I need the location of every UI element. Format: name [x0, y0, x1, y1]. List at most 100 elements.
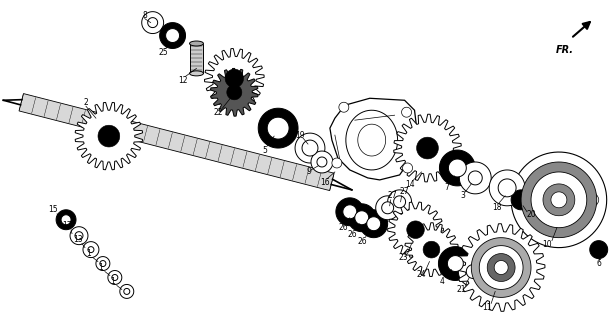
Text: 23: 23 [399, 253, 408, 262]
Polygon shape [440, 150, 475, 186]
Polygon shape [204, 49, 264, 108]
Polygon shape [394, 196, 405, 208]
Text: 8: 8 [142, 11, 147, 20]
Text: 25: 25 [159, 48, 169, 57]
Polygon shape [210, 68, 258, 116]
Text: 7: 7 [444, 183, 449, 192]
Polygon shape [458, 257, 488, 286]
Polygon shape [75, 232, 83, 240]
Text: 24: 24 [417, 270, 426, 279]
Polygon shape [56, 210, 76, 230]
Polygon shape [590, 241, 608, 259]
Polygon shape [405, 223, 458, 276]
Polygon shape [70, 227, 88, 244]
Polygon shape [120, 284, 133, 298]
Polygon shape [448, 159, 466, 177]
Text: 9: 9 [306, 167, 311, 176]
Polygon shape [336, 198, 363, 226]
Polygon shape [100, 260, 106, 267]
Text: 17: 17 [62, 221, 72, 230]
Polygon shape [96, 257, 110, 270]
Polygon shape [88, 247, 94, 252]
Polygon shape [521, 162, 597, 238]
Polygon shape [124, 288, 130, 294]
Polygon shape [466, 265, 480, 278]
Polygon shape [343, 205, 357, 219]
Text: 2: 2 [84, 98, 89, 107]
Text: 22: 22 [213, 108, 223, 117]
Text: 3: 3 [461, 191, 466, 200]
Text: 11: 11 [482, 303, 492, 312]
Polygon shape [498, 179, 516, 197]
Polygon shape [511, 190, 531, 210]
Polygon shape [531, 172, 587, 228]
Ellipse shape [189, 41, 204, 46]
Text: 12: 12 [178, 76, 188, 85]
Text: 10: 10 [542, 240, 552, 249]
Polygon shape [376, 196, 400, 220]
Text: 6: 6 [597, 259, 601, 268]
Polygon shape [227, 85, 242, 100]
Text: 4: 4 [440, 277, 445, 286]
Polygon shape [486, 252, 516, 283]
Polygon shape [108, 270, 122, 284]
Polygon shape [346, 110, 398, 170]
Polygon shape [403, 163, 413, 173]
Polygon shape [402, 107, 411, 117]
Polygon shape [394, 114, 461, 182]
Polygon shape [407, 221, 424, 238]
Polygon shape [387, 190, 411, 214]
Polygon shape [355, 211, 369, 225]
Text: 26: 26 [338, 223, 347, 232]
Text: 18: 18 [493, 203, 502, 212]
Text: 16: 16 [320, 179, 330, 188]
Polygon shape [83, 242, 99, 258]
Polygon shape [471, 238, 531, 297]
FancyBboxPatch shape [189, 44, 204, 73]
Polygon shape [367, 217, 381, 231]
Polygon shape [358, 124, 386, 156]
Text: 26: 26 [358, 237, 368, 246]
Polygon shape [438, 247, 472, 280]
Polygon shape [160, 23, 186, 49]
Polygon shape [489, 170, 525, 206]
Polygon shape [311, 151, 333, 173]
Polygon shape [458, 224, 545, 311]
Text: 19: 19 [295, 131, 305, 140]
Text: 1: 1 [87, 249, 92, 258]
Polygon shape [317, 157, 327, 167]
Polygon shape [339, 102, 349, 112]
Text: 5: 5 [263, 146, 268, 155]
Polygon shape [61, 215, 71, 225]
Polygon shape [267, 117, 289, 139]
Polygon shape [98, 125, 120, 147]
Polygon shape [551, 192, 567, 208]
Polygon shape [348, 204, 376, 232]
Polygon shape [468, 171, 482, 185]
Polygon shape [148, 18, 157, 28]
Polygon shape [225, 69, 244, 88]
Polygon shape [487, 253, 515, 282]
Polygon shape [543, 184, 575, 216]
Polygon shape [387, 202, 443, 257]
Polygon shape [360, 210, 387, 238]
Polygon shape [447, 256, 463, 271]
Polygon shape [165, 28, 180, 43]
Text: 1: 1 [98, 263, 103, 272]
Text: 27: 27 [388, 191, 397, 200]
Polygon shape [302, 140, 318, 156]
Polygon shape [258, 108, 298, 148]
Polygon shape [382, 202, 394, 214]
Polygon shape [75, 102, 143, 170]
Polygon shape [332, 158, 342, 168]
Polygon shape [295, 133, 325, 163]
Polygon shape [330, 98, 418, 180]
Polygon shape [479, 246, 523, 289]
Polygon shape [494, 260, 508, 275]
Ellipse shape [189, 71, 204, 76]
Polygon shape [112, 275, 118, 280]
Text: FR.: FR. [556, 45, 574, 55]
Text: 26: 26 [348, 230, 357, 239]
Text: 13: 13 [73, 235, 83, 244]
Text: 1: 1 [111, 277, 115, 286]
